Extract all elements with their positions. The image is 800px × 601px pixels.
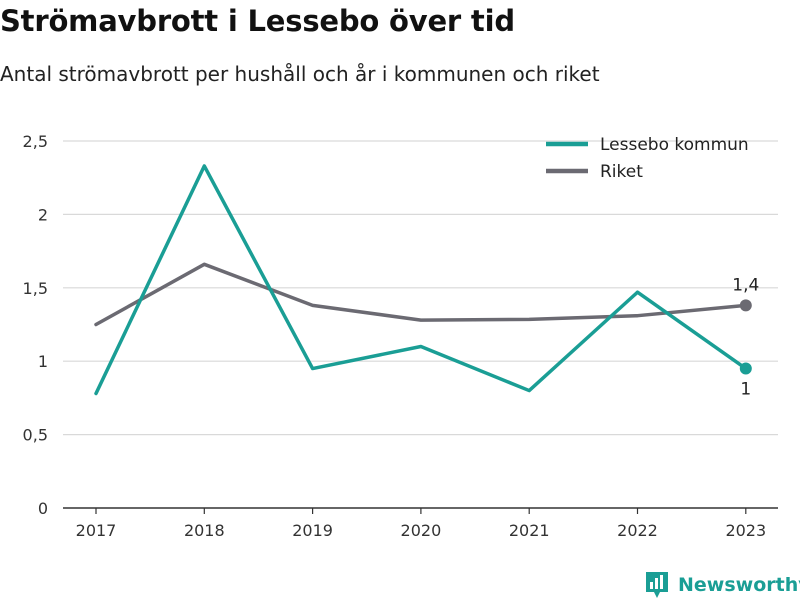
series-line-lessebo (94, 164, 748, 396)
x-tick-label: 2018 (184, 521, 225, 540)
legend-label: Lessebo kommun (600, 135, 749, 155)
data-label-riket: 1,4 (732, 275, 759, 295)
y-tick-label: 2 (38, 205, 48, 224)
x-tick-label: 2019 (292, 521, 333, 540)
end-point-lessebo (739, 362, 752, 375)
y-tick-label: 0,5 (23, 426, 48, 445)
y-tick-label: 1 (38, 352, 48, 371)
x-tick-label: 2020 (401, 521, 442, 540)
series-line-riket (94, 262, 748, 327)
bar-chart-logo-icon (644, 570, 670, 600)
y-tick-label: 1,5 (23, 279, 48, 298)
legend-label: Riket (600, 162, 643, 182)
end-point-riket (739, 299, 752, 312)
x-tick-label: 2022 (617, 521, 658, 540)
x-tick-label: 2021 (509, 521, 550, 540)
line-chart: 0 0,5 1 1,5 2 2,5 2017 2018 2019 2020 2021 2022 2023… (23, 132, 778, 540)
x-tick-label: 2017 (76, 521, 117, 540)
data-label-lessebo: 1 (740, 380, 751, 400)
chart-title: Strömavbrott i Lessebo över tid (0, 4, 515, 38)
y-tick-label: 0 (38, 499, 48, 518)
newsworthy-brand: Newsworthy (644, 569, 800, 601)
x-tick-label: 2023 (725, 521, 766, 540)
chart-subtitle: Antal strömavbrott per hushåll och år i … (0, 62, 600, 86)
brand-name: Newsworthy (678, 574, 800, 596)
y-tick-label: 2,5 (23, 132, 48, 151)
